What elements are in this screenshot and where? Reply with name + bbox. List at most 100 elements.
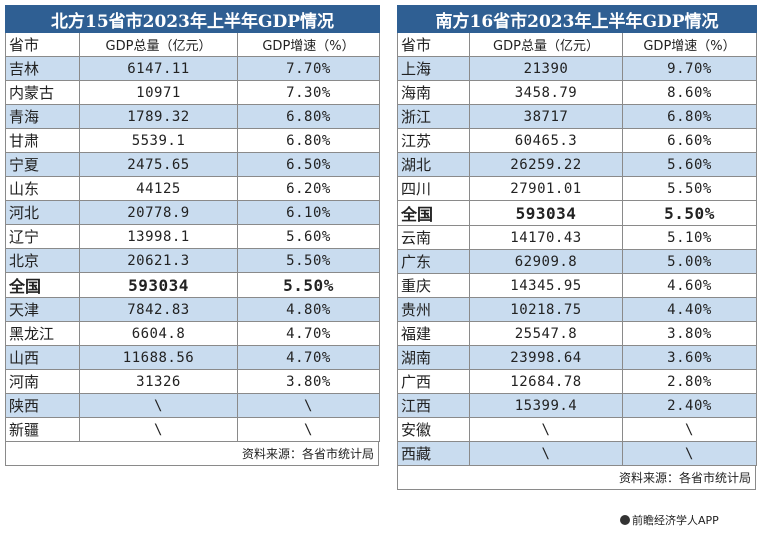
province-cell: 云南	[397, 225, 470, 250]
table-row: 内蒙古 10971 7.30%	[5, 80, 380, 105]
brand-logo-icon	[620, 515, 630, 525]
growth-cell: 9.70%	[622, 56, 757, 81]
south-source-note: 资料来源：各省市统计局	[397, 466, 756, 490]
table-row: 青海 1789.32 6.80%	[5, 104, 380, 129]
table-row: 西藏 \ \	[397, 441, 757, 466]
growth-cell: \	[237, 393, 380, 418]
province-cell: 湖北	[397, 152, 470, 177]
gdp-cell: 1789.32	[79, 104, 238, 129]
province-cell: 新疆	[5, 417, 80, 442]
table-row: 河北 20778.9 6.10%	[5, 200, 380, 225]
province-cell: 陕西	[5, 393, 80, 418]
table-row: 宁夏 2475.65 6.50%	[5, 152, 380, 177]
growth-cell: 2.80%	[622, 369, 757, 394]
growth-cell: 6.80%	[622, 104, 757, 129]
table-row: 山西 11688.56 4.70%	[5, 345, 380, 370]
growth-cell: 2.40%	[622, 393, 757, 418]
table-row: 山东 44125 6.20%	[5, 176, 380, 201]
province-cell: 江苏	[397, 128, 470, 153]
gdp-cell: 20778.9	[79, 200, 238, 225]
growth-cell: 6.80%	[237, 104, 380, 129]
col-header-gdp: GDP总量（亿元）	[469, 32, 623, 57]
table-row: 湖北 26259.22 5.60%	[397, 152, 757, 177]
table-row: 贵州 10218.75 4.40%	[397, 297, 757, 322]
growth-cell: 3.80%	[237, 369, 380, 394]
col-header-growth: GDP增速（%）	[622, 32, 757, 57]
gdp-cell: 10218.75	[469, 297, 623, 322]
province-cell: 江西	[397, 393, 470, 418]
province-cell: 全国	[397, 200, 470, 226]
table-row: 天津 7842.83 4.80%	[5, 297, 380, 322]
col-header-province: 省市	[5, 32, 80, 57]
gdp-cell: 14170.43	[469, 225, 623, 250]
growth-cell: 7.70%	[237, 56, 380, 81]
province-cell: 黑龙江	[5, 321, 80, 346]
growth-cell: 5.10%	[622, 225, 757, 250]
table-row: 陕西 \ \	[5, 393, 380, 418]
province-cell: 广东	[397, 249, 470, 274]
gdp-cell: 21390	[469, 56, 623, 81]
province-cell: 河南	[5, 369, 80, 394]
table-row: 吉林 6147.11 7.70%	[5, 56, 380, 81]
province-cell: 天津	[5, 297, 80, 322]
growth-cell: 6.60%	[622, 128, 757, 153]
province-cell: 湖南	[397, 345, 470, 370]
table-row: 河南 31326 3.80%	[5, 369, 380, 394]
watermark-text: 前瞻经济学人APP	[632, 514, 719, 527]
province-cell: 海南	[397, 80, 470, 105]
south-gdp-panel: 南方16省市2023年上半年GDP情况 省市 GDP总量（亿元） GDP增速（%…	[397, 5, 757, 490]
growth-cell: 6.20%	[237, 176, 380, 201]
growth-cell: 8.60%	[622, 80, 757, 105]
gdp-cell: 60465.3	[469, 128, 623, 153]
growth-cell: \	[237, 417, 380, 442]
province-cell: 西藏	[397, 441, 470, 466]
province-cell: 广西	[397, 369, 470, 394]
growth-cell: \	[622, 441, 757, 466]
growth-cell: 5.50%	[237, 272, 380, 298]
table-row: 浙江 38717 6.80%	[397, 104, 757, 129]
province-cell: 福建	[397, 321, 470, 346]
table-row: 广东 62909.8 5.00%	[397, 249, 757, 274]
table-row: 北京 20621.3 5.50%	[5, 248, 380, 273]
growth-cell: 3.60%	[622, 345, 757, 370]
gdp-cell: 3458.79	[469, 80, 623, 105]
gdp-cell: 62909.8	[469, 249, 623, 274]
gdp-cell: 14345.95	[469, 273, 623, 298]
table-row: 甘肃 5539.1 6.80%	[5, 128, 380, 153]
south-table-title: 南方16省市2023年上半年GDP情况	[397, 5, 757, 33]
gdp-cell: 593034	[79, 272, 238, 298]
gdp-cell: 10971	[79, 80, 238, 105]
growth-cell: \	[622, 417, 757, 442]
north-gdp-table: 北方15省市2023年上半年GDP情况 省市 GDP总量（亿元） GDP增速（%…	[5, 5, 380, 442]
gdp-cell: 23998.64	[469, 345, 623, 370]
gdp-cell: 38717	[469, 104, 623, 129]
gdp-cell: 5539.1	[79, 128, 238, 153]
growth-cell: 4.70%	[237, 321, 380, 346]
growth-cell: 3.80%	[622, 321, 757, 346]
north-source-note: 资料来源：各省市统计局	[5, 442, 379, 466]
province-cell: 北京	[5, 248, 80, 273]
south-gdp-table: 南方16省市2023年上半年GDP情况 省市 GDP总量（亿元） GDP增速（%…	[397, 5, 757, 466]
growth-cell: 6.10%	[237, 200, 380, 225]
province-cell: 贵州	[397, 297, 470, 322]
province-cell: 全国	[5, 272, 80, 298]
national-total-row: 全国 593034 5.50%	[5, 272, 380, 298]
table-row: 四川 27901.01 5.50%	[397, 176, 757, 201]
table-row: 黑龙江 6604.8 4.70%	[5, 321, 380, 346]
gdp-cell: \	[469, 441, 623, 466]
province-cell: 山西	[5, 345, 80, 370]
gdp-cell: 27901.01	[469, 176, 623, 201]
table-row: 福建 25547.8 3.80%	[397, 321, 757, 346]
gdp-cell: 44125	[79, 176, 238, 201]
table-row: 新疆 \ \	[5, 417, 380, 442]
province-cell: 内蒙古	[5, 80, 80, 105]
province-cell: 甘肃	[5, 128, 80, 153]
south-table-body: 上海 21390 9.70% 海南 3458.79 8.60% 浙江 38717 6.80% 江苏…	[397, 56, 757, 466]
col-header-province: 省市	[397, 32, 470, 57]
growth-cell: 4.40%	[622, 297, 757, 322]
north-table-title: 北方15省市2023年上半年GDP情况	[5, 5, 380, 33]
gdp-cell: 11688.56	[79, 345, 238, 370]
province-cell: 宁夏	[5, 152, 80, 177]
gdp-cell: 13998.1	[79, 224, 238, 249]
gdp-cell: 31326	[79, 369, 238, 394]
